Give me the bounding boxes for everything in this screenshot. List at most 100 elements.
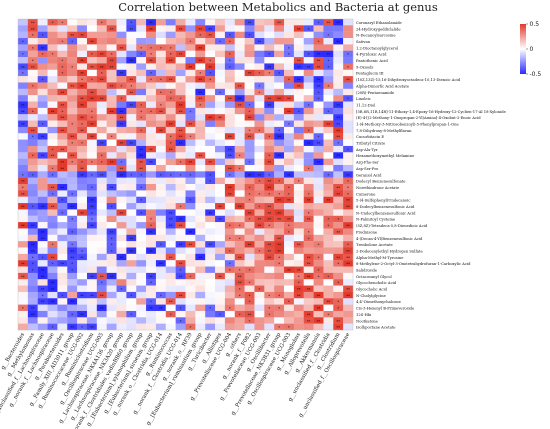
significance-mark: ** [41, 135, 45, 139]
heatmap-cell [343, 120, 354, 128]
heatmap-cell [215, 260, 226, 267]
heatmap-cell [47, 215, 58, 223]
row-label: N-Decanoylsarcosine [356, 34, 396, 38]
heatmap-cell [126, 222, 137, 229]
significance-mark: ** [169, 59, 173, 63]
heatmap-cell [57, 38, 68, 45]
significance-mark: * [42, 78, 44, 82]
heatmap-cell [165, 171, 176, 178]
significance-mark: * [229, 173, 231, 177]
significance-mark: * [150, 218, 152, 222]
heatmap-cell [234, 114, 245, 121]
heatmap-cell [293, 215, 304, 223]
significance-mark: ** [267, 186, 271, 190]
heatmap-cell [284, 291, 295, 299]
significance-mark: ** [179, 224, 183, 228]
significance-mark: ** [228, 192, 232, 196]
heatmap-cell [264, 310, 275, 318]
heatmap-cell [67, 272, 78, 280]
heatmap-cell [116, 260, 127, 267]
significance-mark: ** [90, 123, 94, 127]
heatmap-cell [293, 209, 304, 216]
significance-mark: ** [100, 294, 104, 298]
heatmap-cell [146, 63, 157, 70]
heatmap-cell [303, 279, 314, 286]
heatmap-cell [264, 247, 275, 254]
significance-mark: * [268, 72, 270, 76]
heatmap-cell [343, 215, 354, 223]
heatmap-cell [18, 19, 28, 26]
heatmap-cell [195, 120, 206, 128]
significance-mark: * [111, 135, 113, 139]
heatmap-cell [27, 196, 38, 204]
heatmap-cell [195, 107, 206, 115]
heatmap-cell [205, 57, 216, 64]
heatmap-cell [57, 196, 68, 204]
heatmap-cell [234, 126, 245, 134]
heatmap-cell [77, 25, 88, 32]
heatmap-cell [323, 241, 334, 248]
heatmap-cell [284, 145, 295, 153]
significance-mark: * [71, 313, 73, 317]
significance-mark: ** [238, 84, 242, 88]
heatmap-cell [126, 203, 137, 210]
significance-mark: ** [139, 148, 143, 152]
significance-mark: ** [179, 218, 183, 222]
heatmap-cell [323, 145, 334, 153]
significance-mark: * [140, 186, 142, 190]
row-label: Dodecyl Benzenesulfonate [356, 180, 405, 184]
heatmap-cell [27, 145, 38, 153]
row-label: 4-(Decan-4-Yl)Benzenesulfonic Acid [356, 237, 423, 241]
heatmap-cell [343, 38, 354, 45]
heatmap-cell [343, 158, 354, 166]
heatmap-cell [333, 298, 344, 305]
heatmap-cell [293, 279, 304, 286]
heatmap-cell [264, 50, 275, 58]
significance-mark: * [22, 186, 24, 190]
significance-mark: ** [130, 59, 134, 63]
heatmap-cell [96, 285, 107, 293]
heatmap-cell [333, 279, 344, 286]
heatmap-cell [244, 82, 255, 89]
heatmap-cell [264, 279, 275, 286]
heatmap-cell [67, 120, 78, 128]
significance-mark: * [298, 281, 300, 285]
heatmap-cell [284, 228, 295, 235]
significance-mark: ** [21, 103, 25, 107]
heatmap-cell [27, 190, 38, 197]
heatmap-cell [254, 69, 265, 77]
heatmap-cell [224, 145, 235, 153]
heatmap-cell [18, 114, 28, 121]
heatmap-cell [136, 260, 147, 267]
significance-mark: ** [70, 249, 74, 253]
heatmap-cell [195, 272, 206, 280]
heatmap-cell [67, 44, 78, 51]
heatmap-cell [27, 69, 38, 77]
heatmap-cell [175, 76, 186, 83]
heatmap-cell [323, 260, 334, 267]
heatmap-cell [77, 171, 88, 178]
heatmap-cell [224, 298, 235, 305]
heatmap-cell [18, 88, 28, 96]
heatmap-cell [86, 158, 97, 166]
heatmap-cell [106, 31, 117, 39]
heatmap-cell [224, 158, 235, 166]
heatmap-cell [215, 215, 226, 223]
significance-mark: ** [61, 161, 65, 165]
heatmap-cell [155, 133, 166, 140]
heatmap-cell [27, 76, 38, 83]
significance-mark: * [81, 326, 83, 330]
heatmap-cell [313, 177, 324, 185]
heatmap-cell [37, 171, 48, 178]
heatmap-cell [77, 101, 88, 109]
heatmap-cell [116, 317, 127, 324]
heatmap-cell [37, 228, 48, 235]
heatmap-cell [264, 139, 275, 147]
heatmap-cell [37, 57, 48, 64]
heatmap-cell [67, 234, 78, 242]
row-label: Norethindrone Acetate [356, 186, 399, 190]
heatmap-cell [165, 228, 176, 235]
significance-mark: ** [149, 148, 153, 152]
heatmap-cell [47, 50, 58, 58]
heatmap-cell [234, 152, 245, 159]
